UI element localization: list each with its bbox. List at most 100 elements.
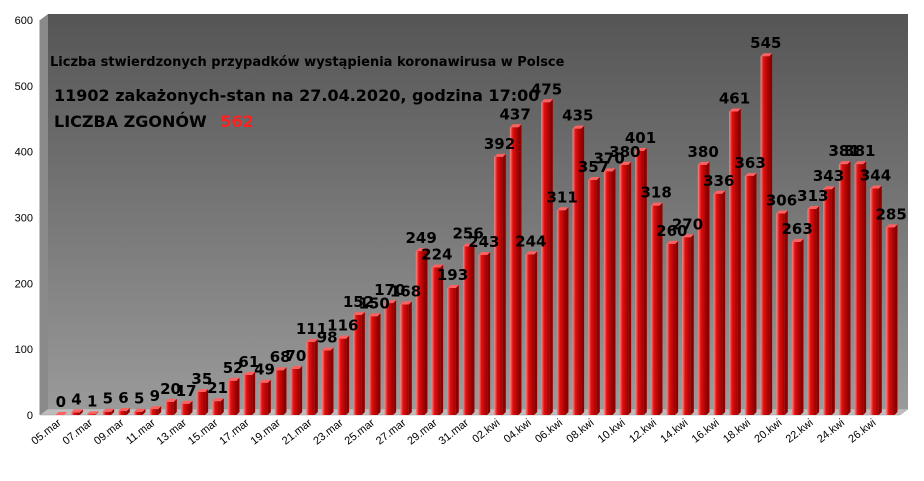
bar-side — [863, 161, 867, 415]
bar-top — [697, 161, 710, 165]
bar-top — [588, 176, 600, 180]
bar-top — [635, 148, 647, 152]
bar-top — [384, 300, 397, 304]
data-label: 318 — [641, 184, 672, 202]
data-label: 370 — [594, 149, 625, 167]
bar-top — [86, 411, 99, 415]
data-label: 68 — [270, 348, 291, 366]
y-tick-label: 400 — [15, 147, 33, 159]
bar-top — [666, 240, 679, 244]
bar-top — [744, 173, 757, 177]
bar-side — [534, 251, 538, 415]
x-tick-label: 02.kwi — [470, 417, 502, 446]
x-tick-label: 21.mar — [280, 417, 315, 448]
bar-side — [220, 398, 224, 415]
bar-front — [196, 391, 206, 415]
bar-top — [729, 108, 741, 112]
bar-top — [196, 388, 209, 392]
bar-front — [713, 193, 723, 415]
data-label: 475 — [531, 80, 562, 98]
bar-21.mar — [306, 338, 318, 415]
bar-front — [838, 164, 848, 415]
bar-top — [353, 311, 365, 315]
data-label: 111 — [296, 320, 327, 338]
bar-21.kwi — [791, 238, 804, 415]
chart-subtitle: 11902 zakażonych-stan na 27.04.2020, god… — [54, 86, 539, 105]
bar-25.mar — [368, 313, 381, 415]
bar-13.mar — [180, 400, 193, 415]
bar-14.kwi — [682, 234, 694, 415]
data-label: 4 — [71, 390, 81, 408]
data-label: 21 — [207, 379, 228, 397]
x-tick-label: 31.mar — [437, 417, 472, 448]
bar-top — [603, 168, 616, 172]
bar-08.kwi — [588, 176, 600, 415]
bar-front — [478, 255, 488, 415]
bar-side — [79, 409, 83, 415]
bar-02.kwi — [494, 153, 506, 415]
data-label: 401 — [625, 129, 656, 147]
x-tick-label: 29.mar — [405, 417, 440, 448]
x-tick-label: 18.kwi — [721, 417, 753, 446]
bar-side — [126, 408, 130, 415]
data-label: 17 — [176, 382, 197, 400]
data-label: 256 — [453, 224, 484, 242]
bar-side — [299, 365, 303, 415]
bar-side — [440, 264, 444, 415]
y-axis-ticks: 0 100 200 300 400 500 600 — [15, 15, 33, 422]
bar-front — [118, 411, 127, 415]
bar-side — [95, 411, 99, 415]
x-tick-label: 07.mar — [61, 417, 96, 448]
bar-front — [791, 241, 801, 415]
bar-top — [760, 53, 773, 57]
deaths-value: 562 — [220, 112, 253, 131]
x-tick-label: 10.kwi — [596, 417, 628, 446]
bar-side — [158, 406, 162, 415]
bar-front — [744, 176, 754, 415]
data-label: 6 — [118, 389, 128, 407]
x-tick-label: 06.kwi — [533, 417, 565, 446]
bar-top — [274, 367, 287, 371]
x-tick-label: 20.kwi — [752, 417, 784, 446]
bar-top — [337, 335, 350, 339]
bar-front — [274, 370, 284, 415]
bar-side — [267, 379, 271, 415]
bar-front — [368, 316, 378, 415]
data-label: 270 — [672, 215, 703, 233]
bar-top — [525, 251, 538, 255]
x-axis-ticks: 05.mar07.mar09.mar11.mar13.mar15.mar17.m… — [29, 417, 878, 448]
bar-28.mar — [415, 248, 428, 415]
bar-top — [212, 398, 224, 402]
bar-front — [180, 403, 190, 415]
bar-front — [588, 179, 597, 415]
bar-front — [165, 401, 174, 415]
data-label: 263 — [782, 220, 813, 238]
bar-top — [776, 210, 788, 214]
bar-front — [776, 213, 785, 415]
bar-side — [596, 176, 600, 415]
bar-front — [415, 251, 425, 415]
data-label: 150 — [359, 294, 390, 312]
x-tick-label: 13.mar — [155, 417, 190, 448]
bar-12.kwi — [650, 202, 663, 415]
data-label: 461 — [719, 90, 750, 108]
data-label: 313 — [797, 187, 828, 205]
deaths-label: LICZBA ZGONÓW — [54, 112, 207, 131]
data-label: 380 — [688, 143, 719, 161]
bar-side — [283, 367, 287, 415]
bar-06.kwi — [556, 207, 569, 415]
bar-top — [870, 185, 882, 189]
bar-side — [330, 347, 334, 415]
bar-20.mar — [290, 365, 303, 415]
bar-front — [353, 314, 362, 415]
bar-side — [581, 125, 585, 415]
bar-front — [870, 188, 879, 415]
bar-side — [408, 301, 412, 415]
bar-10.kwi — [619, 161, 632, 415]
x-tick-label: 08.kwi — [564, 417, 596, 446]
bar-top — [400, 301, 412, 305]
data-label: 311 — [547, 188, 578, 206]
bar-side — [455, 284, 459, 415]
data-label: 381 — [829, 142, 860, 160]
